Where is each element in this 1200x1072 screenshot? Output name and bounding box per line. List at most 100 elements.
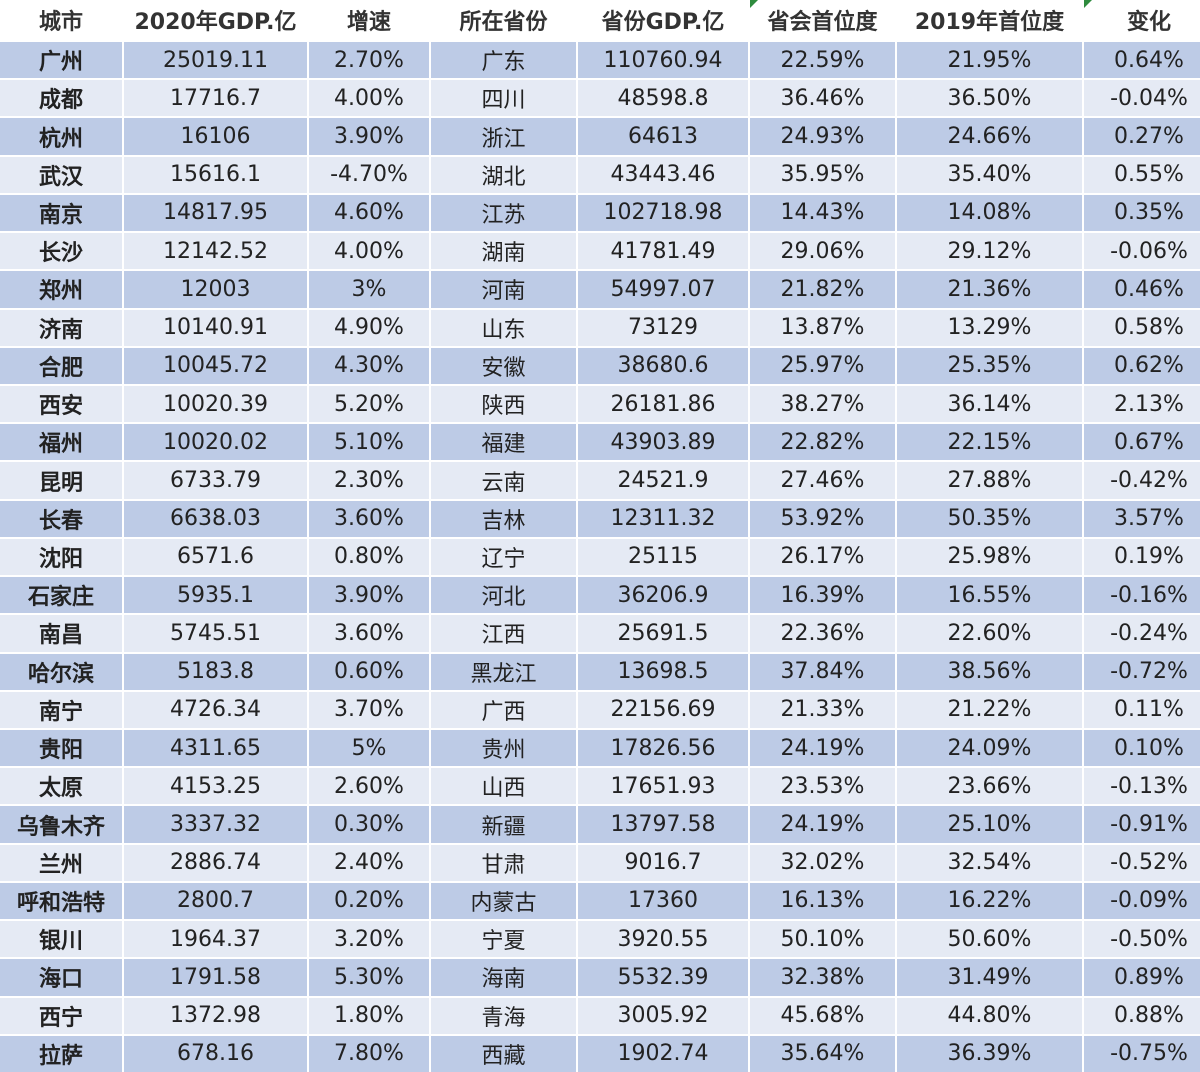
table-cell: 36.46% [750, 80, 895, 117]
table-cell: 102718.98 [578, 194, 748, 232]
table-cell: -0.24% [1084, 615, 1200, 652]
header-cell: 省会首位度 [750, 0, 895, 40]
table-cell: 0.30% [309, 806, 429, 843]
table-cell: 22.36% [750, 615, 895, 652]
table-cell: 江苏 [431, 194, 576, 232]
table-cell: 广西 [431, 691, 576, 728]
table-cell: 4153.25 [124, 768, 307, 805]
table-cell: 21.22% [897, 691, 1082, 728]
table-cell: 24.93% [750, 118, 895, 155]
table-cell: 河南 [431, 271, 576, 308]
table-cell: 6638.03 [124, 500, 307, 537]
city-cell: 武汉 [0, 156, 122, 193]
table-cell: 6733.79 [124, 462, 307, 499]
city-cell: 南宁 [0, 691, 122, 728]
table-cell: 5532.39 [578, 959, 748, 996]
table-cell: 50.60% [897, 921, 1082, 958]
city-cell: 福州 [0, 424, 122, 461]
table-cell: 云南 [431, 462, 576, 499]
table-cell: 陕西 [431, 385, 576, 423]
table-cell: 江西 [431, 615, 576, 652]
table-cell: 1791.58 [124, 959, 307, 996]
table-cell: 14817.95 [124, 194, 307, 232]
table-cell: 吉林 [431, 500, 576, 537]
table-cell: 14.08% [897, 194, 1082, 232]
table-cell: 甘肃 [431, 844, 576, 881]
table-cell: 24521.9 [578, 462, 748, 499]
table-cell: 广东 [431, 42, 576, 79]
city-cell: 兰州 [0, 844, 122, 881]
table-cell: 浙江 [431, 118, 576, 155]
table-cell: 0.62% [1084, 347, 1200, 384]
table-cell: 48598.8 [578, 80, 748, 117]
table-cell: 0.11% [1084, 691, 1200, 728]
city-cell: 长沙 [0, 233, 122, 270]
table-cell: -0.04% [1084, 80, 1200, 117]
table-cell: -4.70% [309, 156, 429, 193]
table-cell: 5.10% [309, 424, 429, 461]
table-cell: 36206.9 [578, 577, 748, 614]
table-cell: 13797.58 [578, 806, 748, 843]
table-cell: 0.58% [1084, 309, 1200, 346]
table-cell: 1902.74 [578, 1035, 748, 1072]
table-cell: 青海 [431, 997, 576, 1034]
table-cell: 43443.46 [578, 156, 748, 193]
table-cell: 29.12% [897, 233, 1082, 270]
table-cell: 3337.32 [124, 806, 307, 843]
table-cell: 43903.89 [578, 424, 748, 461]
table-cell: 22156.69 [578, 691, 748, 728]
table-cell: 3920.55 [578, 921, 748, 958]
table-cell: 17716.7 [124, 80, 307, 117]
city-cell: 石家庄 [0, 577, 122, 614]
table-cell: 2800.7 [124, 882, 307, 920]
table-cell: 36.14% [897, 385, 1082, 423]
table-cell: 5.20% [309, 385, 429, 423]
table-cell: 12142.52 [124, 233, 307, 270]
table-cell: 26181.86 [578, 385, 748, 423]
table-cell: 5183.8 [124, 653, 307, 690]
city-cell: 拉萨 [0, 1035, 122, 1072]
city-cell: 南京 [0, 194, 122, 232]
table-cell: -0.52% [1084, 844, 1200, 881]
city-cell: 海口 [0, 959, 122, 996]
table-cell: -0.72% [1084, 653, 1200, 690]
table-cell: 21.82% [750, 271, 895, 308]
table-cell: 54997.07 [578, 271, 748, 308]
table-cell: 44.80% [897, 997, 1082, 1034]
city-cell: 呼和浩特 [0, 882, 122, 920]
city-cell: 南昌 [0, 615, 122, 652]
table-cell: 0.64% [1084, 42, 1200, 79]
table-cell: 29.06% [750, 233, 895, 270]
table-cell: 宁夏 [431, 921, 576, 958]
table-cell: 38680.6 [578, 347, 748, 384]
city-cell: 贵阳 [0, 729, 122, 767]
table-cell: 新疆 [431, 806, 576, 843]
table-cell: 32.38% [750, 959, 895, 996]
table-cell: 4.00% [309, 233, 429, 270]
header-cell: 2019年首位度 [897, 0, 1082, 40]
header-cell: 2020年GDP.亿 [124, 0, 307, 40]
table-cell: 22.82% [750, 424, 895, 461]
table-cell: 13698.5 [578, 653, 748, 690]
table-cell: 45.68% [750, 997, 895, 1034]
table-cell: 4311.65 [124, 729, 307, 767]
city-cell: 乌鲁木齐 [0, 806, 122, 843]
table-cell: 0.67% [1084, 424, 1200, 461]
table-cell: 2886.74 [124, 844, 307, 881]
table-cell: 0.20% [309, 882, 429, 920]
table-cell: 23.66% [897, 768, 1082, 805]
city-cell: 昆明 [0, 462, 122, 499]
table-cell: 0.10% [1084, 729, 1200, 767]
table-cell: 38.27% [750, 385, 895, 423]
table-cell: -0.42% [1084, 462, 1200, 499]
table-cell: 湖南 [431, 233, 576, 270]
table-cell: 36.50% [897, 80, 1082, 117]
table-cell: 35.64% [750, 1035, 895, 1072]
table-cell: 64613 [578, 118, 748, 155]
table-cell: 25.98% [897, 538, 1082, 576]
city-cell: 哈尔滨 [0, 653, 122, 690]
city-cell: 银川 [0, 921, 122, 958]
table-cell: 1372.98 [124, 997, 307, 1034]
table-cell: 12311.32 [578, 500, 748, 537]
table-cell: 2.30% [309, 462, 429, 499]
